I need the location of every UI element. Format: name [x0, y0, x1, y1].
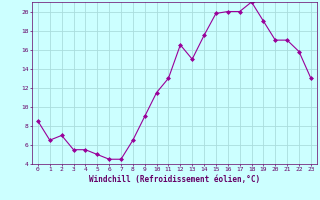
X-axis label: Windchill (Refroidissement éolien,°C): Windchill (Refroidissement éolien,°C)	[89, 175, 260, 184]
